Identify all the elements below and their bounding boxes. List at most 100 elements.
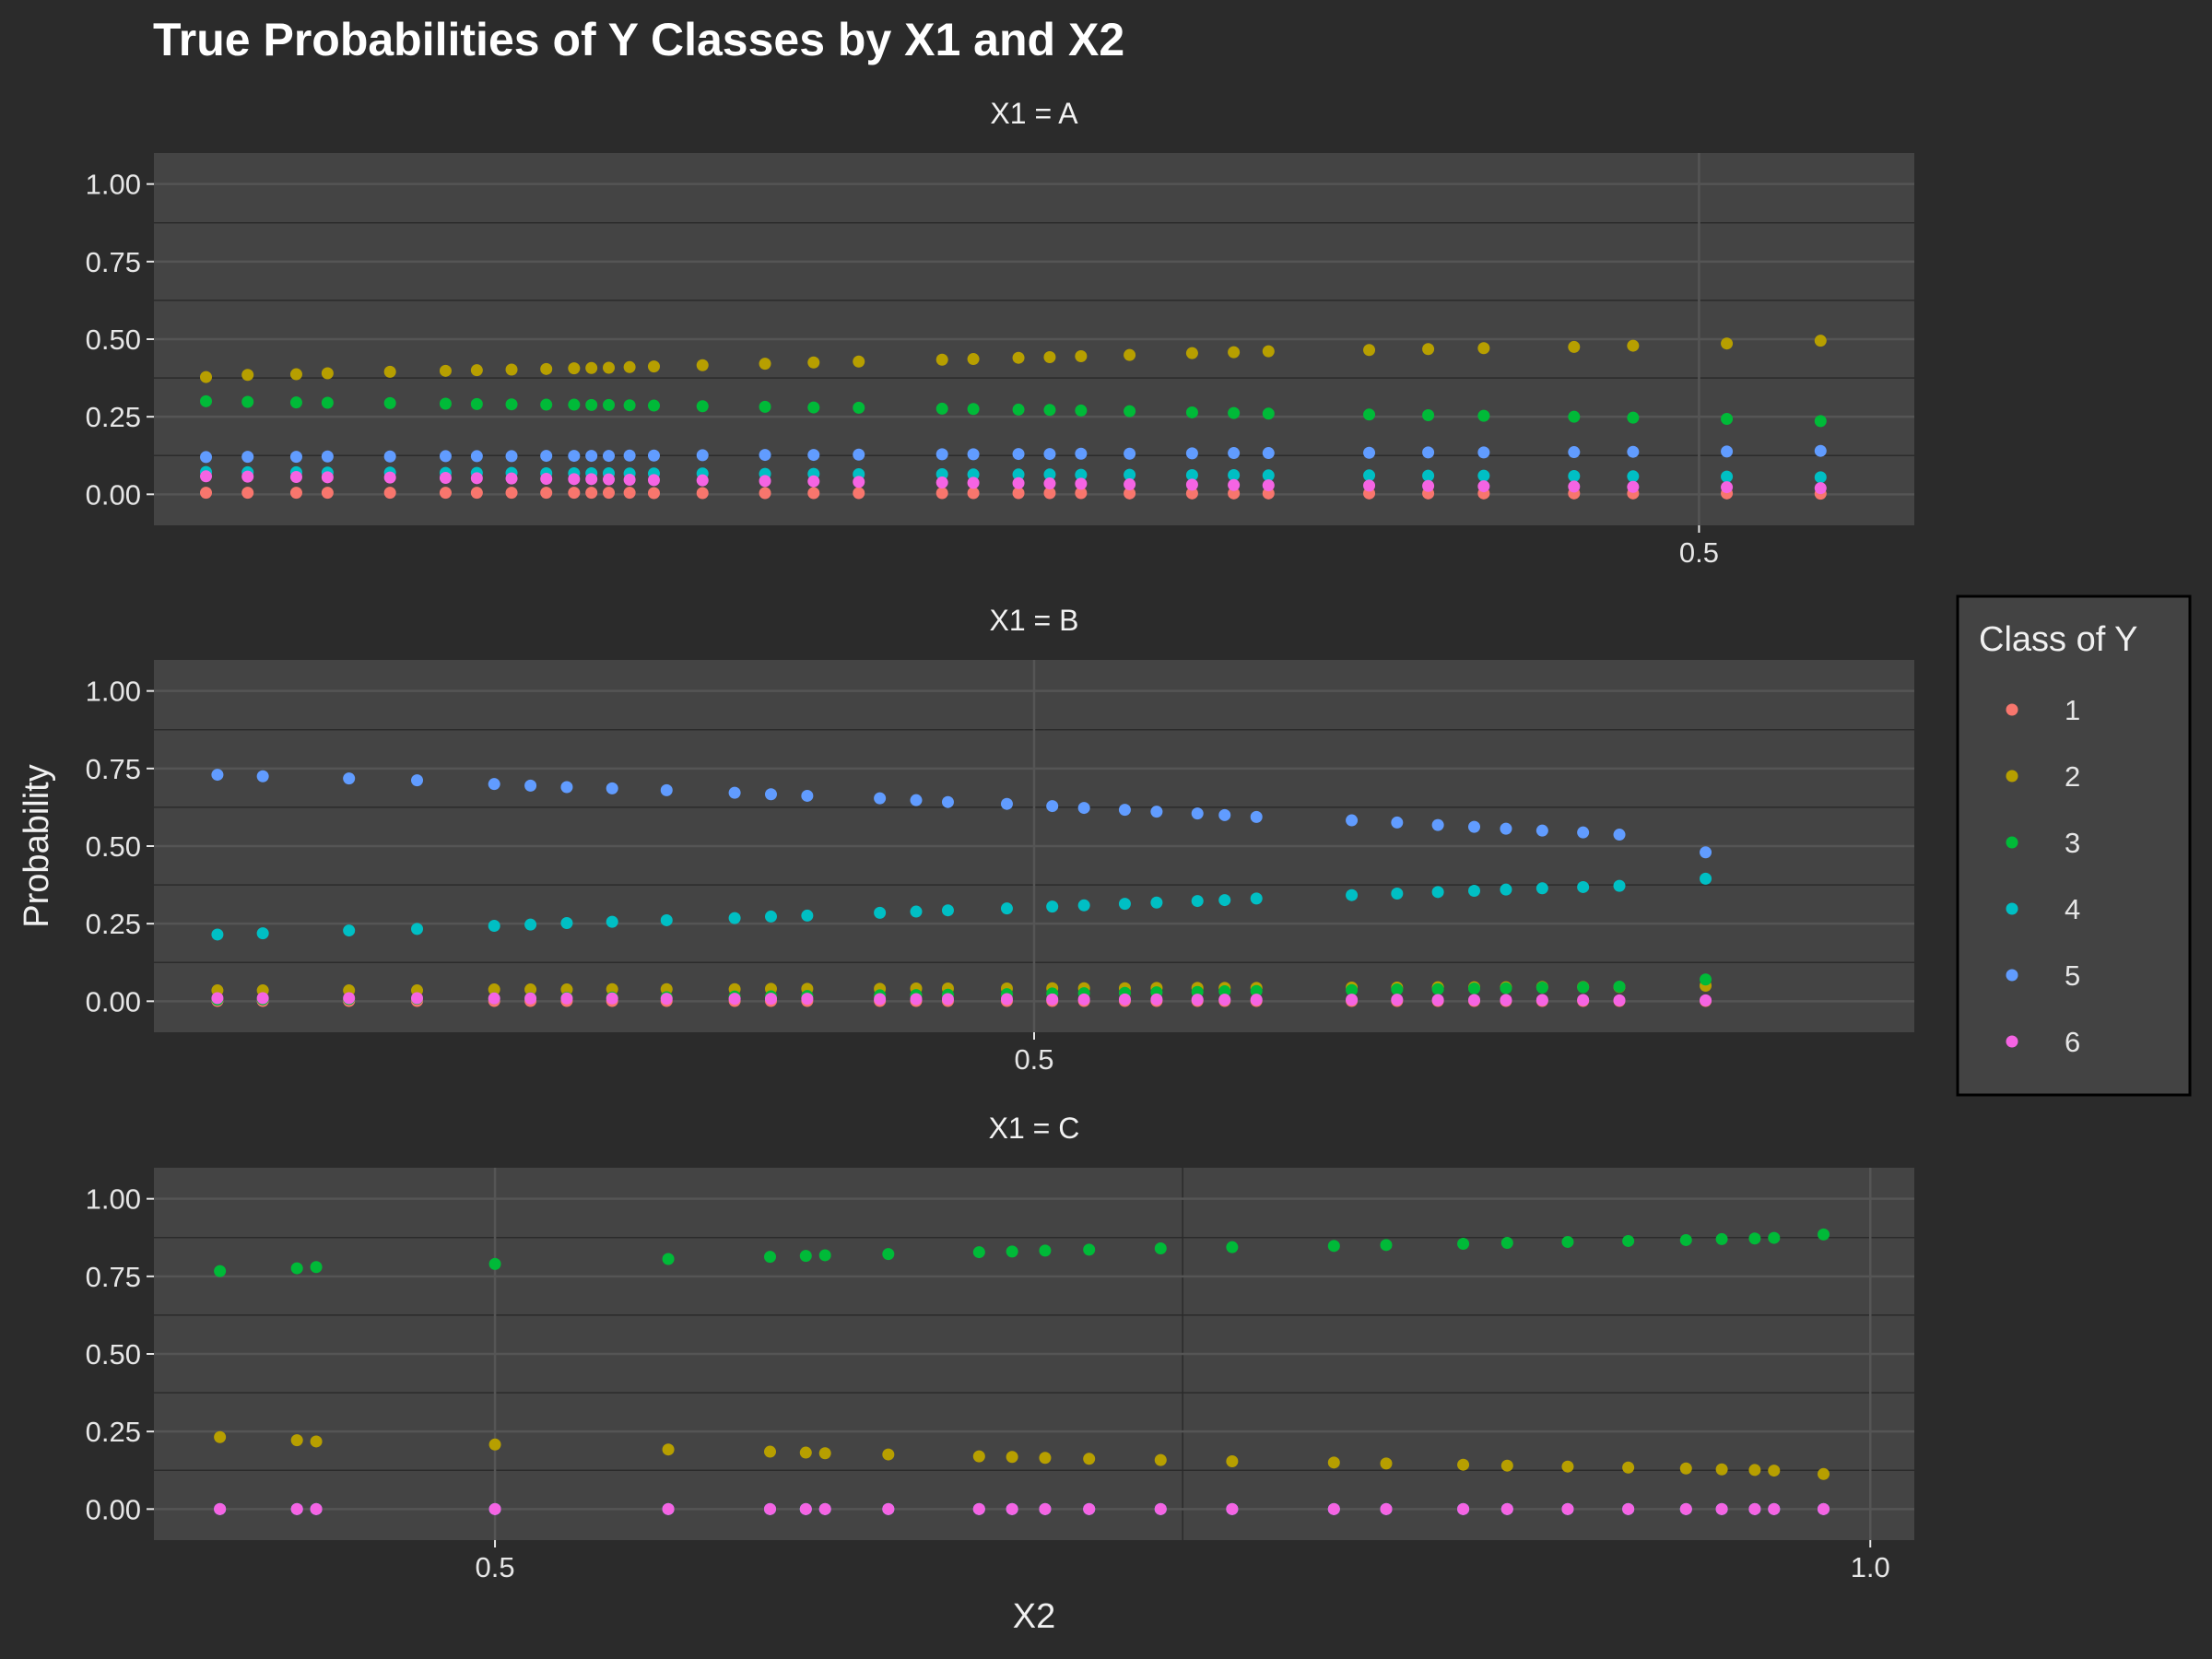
point-class-3 xyxy=(1262,407,1275,420)
point-class-3 xyxy=(241,395,254,408)
point-class-6 xyxy=(1568,480,1581,493)
point-class-5 xyxy=(910,794,923,806)
point-class-3 xyxy=(505,398,518,411)
point-class-5 xyxy=(560,781,573,794)
point-class-3 xyxy=(764,1251,776,1264)
point-class-6 xyxy=(505,472,518,485)
point-class-6 xyxy=(874,993,887,1006)
point-class-3 xyxy=(818,1249,831,1262)
x-axis-title: X2 xyxy=(1013,1597,1055,1636)
point-class-5 xyxy=(764,788,777,801)
facet-strip-label: X1 = C xyxy=(989,1112,1080,1145)
point-class-6 xyxy=(289,470,302,483)
point-class-6 xyxy=(1077,993,1090,1006)
point-class-6 xyxy=(1262,479,1275,492)
point-class-2 xyxy=(1039,1452,1052,1465)
point-class-1 xyxy=(1075,487,1088,500)
point-class-6 xyxy=(759,475,771,488)
point-class-5 xyxy=(1346,814,1359,827)
point-class-3 xyxy=(383,396,396,409)
point-class-2 xyxy=(647,360,660,373)
point-class-3 xyxy=(1391,983,1404,996)
point-class-6 xyxy=(941,993,954,1006)
point-class-2 xyxy=(321,367,334,380)
point-class-3 xyxy=(662,1253,675,1265)
point-class-3 xyxy=(214,1265,227,1277)
point-class-1 xyxy=(505,487,518,500)
point-class-4 xyxy=(488,920,500,933)
point-class-6 xyxy=(214,1502,227,1515)
point-class-2 xyxy=(1043,351,1056,364)
point-class-1 xyxy=(585,487,598,500)
point-class-6 xyxy=(1380,1502,1393,1515)
point-class-5 xyxy=(967,448,980,461)
point-class-6 xyxy=(1627,480,1640,493)
legend-label-6: 6 xyxy=(2065,1026,2080,1058)
y-tick-label: 0.25 xyxy=(86,908,141,940)
point-class-2 xyxy=(603,361,616,374)
point-class-5 xyxy=(1000,797,1013,810)
point-class-4 xyxy=(1721,470,1734,483)
point-class-3 xyxy=(568,398,581,411)
point-class-3 xyxy=(1679,1233,1692,1246)
point-class-5 xyxy=(1500,822,1512,835)
point-class-6 xyxy=(910,993,923,1006)
point-class-3 xyxy=(1814,415,1827,428)
point-class-6 xyxy=(321,471,334,484)
point-class-6 xyxy=(603,473,616,486)
point-class-4 xyxy=(1577,880,1590,893)
point-class-6 xyxy=(799,1502,812,1515)
point-class-2 xyxy=(1568,340,1581,353)
point-class-6 xyxy=(1083,1502,1096,1515)
point-class-6 xyxy=(1185,478,1198,491)
point-class-6 xyxy=(560,992,573,1005)
point-class-5 xyxy=(568,450,581,463)
point-class-5 xyxy=(1012,448,1025,461)
point-class-3 xyxy=(935,402,948,415)
point-class-2 xyxy=(1226,1454,1239,1467)
point-class-2 xyxy=(241,369,254,382)
point-class-1 xyxy=(759,487,771,500)
point-class-6 xyxy=(662,1502,675,1515)
point-class-4 xyxy=(1228,468,1241,481)
point-class-4 xyxy=(1150,896,1163,909)
point-class-3 xyxy=(488,1257,501,1270)
point-class-2 xyxy=(214,1430,227,1443)
point-class-2 xyxy=(1075,350,1088,363)
point-class-6 xyxy=(728,993,741,1006)
y-tick-label: 0.75 xyxy=(86,1261,141,1293)
y-tick-label: 0.00 xyxy=(86,1493,141,1525)
point-class-5 xyxy=(807,449,820,462)
point-class-4 xyxy=(1814,471,1827,484)
point-class-4 xyxy=(1118,898,1131,911)
point-class-5 xyxy=(1568,446,1581,459)
point-class-5 xyxy=(241,451,254,464)
point-class-3 xyxy=(439,397,452,410)
point-class-6 xyxy=(1457,1502,1470,1515)
point-class-6 xyxy=(1228,478,1241,491)
point-class-6 xyxy=(1468,994,1480,1006)
point-class-1 xyxy=(1124,487,1136,500)
point-class-3 xyxy=(882,1248,895,1261)
point-class-6 xyxy=(764,1502,776,1515)
point-class-3 xyxy=(289,396,302,409)
point-class-3 xyxy=(1568,410,1581,423)
point-class-5 xyxy=(211,769,224,782)
point-class-3 xyxy=(1380,1239,1393,1252)
point-class-4 xyxy=(1468,884,1480,897)
y-tick-label: 0.50 xyxy=(86,324,141,356)
point-class-3 xyxy=(1346,983,1359,996)
point-class-3 xyxy=(1363,408,1376,421)
point-class-1 xyxy=(647,487,660,500)
point-class-2 xyxy=(623,360,636,373)
point-class-6 xyxy=(1346,994,1359,1006)
point-class-6 xyxy=(967,477,980,489)
y-tick-label: 1.00 xyxy=(86,1183,141,1216)
point-class-3 xyxy=(1468,982,1480,995)
y-tick-label: 0.25 xyxy=(86,1416,141,1448)
point-class-4 xyxy=(1422,469,1435,482)
y-tick-label: 0.50 xyxy=(86,830,141,863)
point-class-2 xyxy=(972,1450,985,1463)
point-class-4 xyxy=(1012,468,1025,481)
point-class-2 xyxy=(524,983,537,996)
